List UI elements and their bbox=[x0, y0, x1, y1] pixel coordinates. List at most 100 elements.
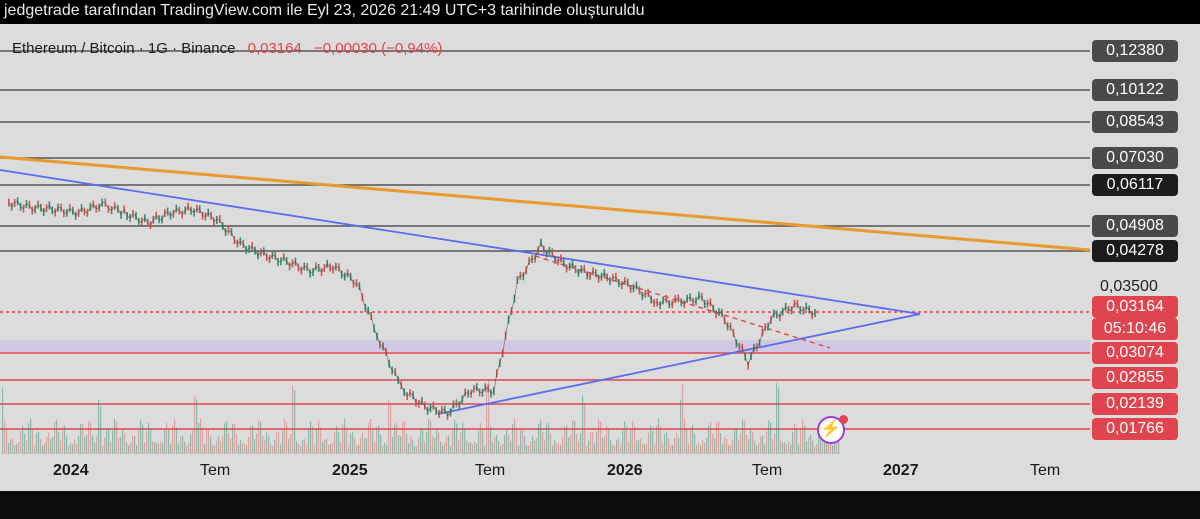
level-badge-6[interactable]: 0,04278 bbox=[1092, 240, 1178, 262]
volume-bar bbox=[464, 428, 466, 454]
volume-bar bbox=[144, 442, 146, 454]
volume-bar bbox=[82, 423, 84, 454]
volume-bar bbox=[154, 442, 156, 454]
volume-bar bbox=[776, 383, 778, 454]
volume-bar bbox=[408, 443, 410, 454]
volume-bar bbox=[284, 418, 286, 454]
volume-bar bbox=[298, 444, 300, 454]
level-badge-12[interactable]: 0,02139 bbox=[1092, 393, 1178, 415]
volume-bar bbox=[302, 439, 304, 454]
volume-bar bbox=[650, 425, 652, 454]
level-badge-13[interactable]: 0,01766 bbox=[1092, 418, 1178, 440]
volume-bar bbox=[56, 419, 58, 454]
volume-bar bbox=[756, 445, 758, 454]
volume-bar bbox=[130, 442, 132, 454]
volume-bar bbox=[514, 418, 516, 454]
volume-bar bbox=[792, 431, 794, 454]
volume-bar bbox=[446, 436, 448, 454]
volume-bar bbox=[148, 423, 150, 454]
level-badge-2[interactable]: 0,08543 bbox=[1092, 111, 1178, 133]
volume-bar bbox=[300, 445, 302, 454]
volume-bar bbox=[224, 423, 226, 454]
volume-bar bbox=[400, 436, 402, 454]
volume-bar bbox=[212, 445, 214, 454]
caption-text: jedgetrade tarafından TradingView.com il… bbox=[4, 2, 645, 19]
level-badge-0[interactable]: 0,12380 bbox=[1092, 40, 1178, 62]
level-badge-5[interactable]: 0,04908 bbox=[1092, 215, 1178, 237]
volume-bar bbox=[326, 438, 328, 454]
volume-bar bbox=[392, 436, 394, 454]
volume-bar bbox=[182, 435, 184, 454]
volume-bar bbox=[452, 429, 454, 454]
volume-bar bbox=[20, 431, 22, 454]
volume-bar bbox=[330, 444, 332, 454]
volume-bar bbox=[76, 443, 78, 454]
volume-bar bbox=[272, 445, 274, 454]
volume-bar bbox=[428, 419, 430, 454]
level-badge-10[interactable]: 0,03074 bbox=[1092, 342, 1178, 364]
level-badge-1[interactable]: 0,10122 bbox=[1092, 79, 1178, 101]
volume-bar bbox=[24, 433, 26, 454]
volume-bar bbox=[694, 433, 696, 454]
volume-bar bbox=[646, 443, 648, 454]
volume-bar bbox=[152, 441, 154, 454]
level-badge-11[interactable]: 0,02855 bbox=[1092, 367, 1178, 389]
volume-bar bbox=[472, 443, 474, 454]
volume-bar bbox=[48, 432, 50, 454]
volume-bar bbox=[604, 435, 606, 454]
volume-bar bbox=[536, 437, 538, 454]
volume-bar bbox=[274, 439, 276, 454]
volume-bar bbox=[306, 443, 308, 454]
volume-bar bbox=[700, 445, 702, 454]
price-series-line bbox=[8, 200, 816, 417]
volume-bar bbox=[822, 433, 824, 454]
volume-bar bbox=[234, 423, 236, 454]
volume-bar bbox=[406, 434, 408, 454]
volume-bar bbox=[570, 434, 572, 454]
volume-bar bbox=[402, 421, 404, 454]
volume-bar bbox=[824, 442, 826, 454]
volume-bar bbox=[172, 425, 174, 454]
volume-bar bbox=[200, 418, 202, 454]
volume-bar bbox=[250, 426, 252, 454]
volume-bar bbox=[134, 435, 136, 454]
volume-bar bbox=[108, 429, 110, 454]
volume-bar bbox=[434, 437, 436, 454]
volume-bar bbox=[38, 431, 40, 454]
level-badge-4[interactable]: 0,06117 bbox=[1092, 174, 1178, 196]
chart-panel[interactable]: Ethereum / Bitcoin · 1G · Binance 0,0316… bbox=[0, 24, 1200, 491]
volume-bar bbox=[286, 422, 288, 454]
volume-bar bbox=[782, 442, 784, 454]
blue-descending-trendline bbox=[0, 169, 921, 315]
lightning-icon[interactable]: ⚡ bbox=[817, 415, 848, 444]
volume-bar bbox=[806, 441, 808, 454]
volume-bar bbox=[112, 430, 114, 454]
volume-bar bbox=[746, 434, 748, 454]
volume-bar bbox=[248, 436, 250, 454]
volume-bar bbox=[580, 432, 582, 454]
price-chart-svg[interactable] bbox=[0, 24, 1200, 491]
volume-bar bbox=[368, 422, 370, 454]
volume-bar bbox=[6, 428, 8, 454]
volume-bar bbox=[440, 441, 442, 454]
volume-bar bbox=[578, 441, 580, 454]
volume-bar bbox=[238, 444, 240, 454]
volume-bar bbox=[384, 442, 386, 454]
current-price-badge[interactable]: 0,03164 bbox=[1092, 296, 1178, 318]
volume-bar bbox=[594, 443, 596, 454]
volume-bar bbox=[802, 419, 804, 454]
volume-bar bbox=[606, 426, 608, 454]
red-dashed-trendline bbox=[534, 255, 831, 349]
x-tick-0: 2024 bbox=[53, 462, 89, 479]
volume-bar bbox=[4, 420, 6, 454]
volume-bar bbox=[774, 433, 776, 454]
volume-bar bbox=[766, 431, 768, 454]
volume-bar bbox=[96, 436, 98, 454]
volume-bar bbox=[242, 443, 244, 454]
level-badge-3[interactable]: 0,07030 bbox=[1092, 147, 1178, 169]
volume-bar bbox=[560, 444, 562, 454]
volume-bar bbox=[742, 419, 744, 454]
volume-bar bbox=[702, 440, 704, 454]
volume-bar bbox=[548, 422, 550, 454]
orange-trendline bbox=[0, 155, 1091, 252]
